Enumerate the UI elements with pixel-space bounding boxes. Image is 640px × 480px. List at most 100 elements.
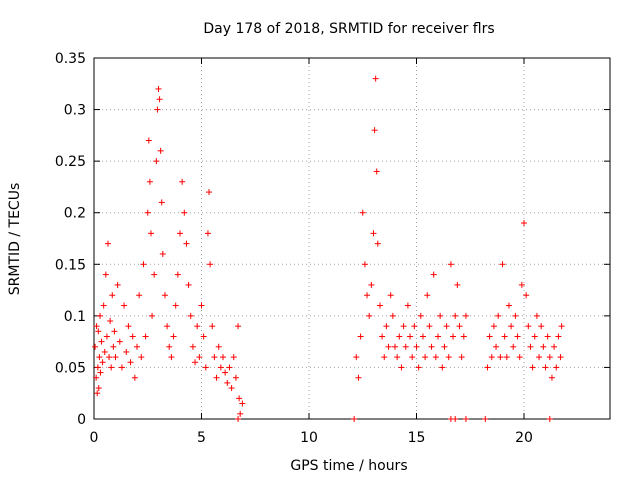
data-point bbox=[106, 354, 113, 361]
data-point bbox=[95, 328, 102, 335]
data-point bbox=[402, 343, 409, 350]
data-point bbox=[499, 261, 506, 268]
data-point bbox=[145, 137, 152, 144]
data-point bbox=[134, 343, 140, 350]
data-point bbox=[101, 348, 108, 355]
data-point bbox=[98, 338, 105, 345]
data-point bbox=[452, 312, 459, 319]
data-point bbox=[370, 230, 377, 237]
data-point bbox=[121, 302, 128, 309]
data-point bbox=[206, 189, 213, 196]
data-point bbox=[379, 333, 386, 340]
data-point bbox=[217, 364, 224, 371]
data-point bbox=[533, 312, 540, 319]
data-point bbox=[396, 333, 403, 340]
data-point bbox=[398, 364, 405, 371]
data-point bbox=[226, 364, 233, 371]
data-point bbox=[419, 333, 426, 340]
data-point bbox=[127, 359, 134, 366]
data-point bbox=[239, 400, 246, 407]
data-point bbox=[108, 364, 115, 371]
data-point bbox=[123, 348, 130, 355]
y-tick-label: 0.1 bbox=[64, 309, 86, 325]
data-point bbox=[374, 240, 381, 247]
data-point bbox=[187, 312, 194, 319]
data-point bbox=[93, 374, 100, 381]
data-point bbox=[138, 354, 145, 361]
data-point bbox=[462, 416, 469, 422]
data-point bbox=[548, 374, 555, 381]
data-point bbox=[458, 354, 465, 361]
data-point bbox=[411, 323, 418, 330]
data-point bbox=[170, 333, 177, 340]
data-point bbox=[546, 354, 553, 361]
data-point bbox=[385, 343, 392, 350]
data-point bbox=[404, 302, 411, 309]
data-point bbox=[168, 354, 175, 361]
data-point bbox=[202, 364, 209, 371]
x-tick-label: 10 bbox=[300, 430, 318, 446]
data-point bbox=[415, 364, 422, 371]
data-point bbox=[372, 75, 379, 82]
data-point bbox=[361, 261, 368, 268]
data-point bbox=[100, 302, 107, 309]
data-point bbox=[146, 178, 153, 185]
data-point bbox=[107, 318, 114, 325]
data-point bbox=[110, 343, 117, 350]
data-point bbox=[211, 354, 218, 361]
data-point bbox=[447, 261, 454, 268]
y-tick-label: 0.35 bbox=[55, 51, 86, 67]
data-point bbox=[357, 333, 364, 340]
data-point bbox=[392, 343, 398, 350]
y-axis-title: SRMTID / TECUs bbox=[7, 183, 23, 296]
data-point bbox=[493, 343, 500, 350]
data-point bbox=[215, 343, 222, 350]
data-point bbox=[189, 343, 196, 350]
data-point bbox=[194, 323, 201, 330]
data-point bbox=[422, 354, 429, 361]
data-point bbox=[544, 333, 551, 340]
data-point bbox=[435, 333, 441, 340]
data-point bbox=[154, 106, 161, 113]
data-points bbox=[92, 75, 565, 422]
data-point bbox=[172, 302, 179, 309]
data-point bbox=[236, 395, 243, 402]
data-point bbox=[151, 271, 158, 278]
x-tick-label: 0 bbox=[90, 430, 99, 446]
data-point bbox=[501, 333, 508, 340]
data-point bbox=[157, 147, 164, 154]
data-point bbox=[209, 323, 216, 330]
data-point bbox=[413, 343, 420, 350]
data-point bbox=[426, 323, 433, 330]
data-point bbox=[181, 209, 188, 216]
data-point bbox=[93, 323, 100, 330]
data-point bbox=[424, 292, 431, 299]
data-point bbox=[102, 271, 109, 278]
data-point bbox=[164, 323, 171, 330]
data-point bbox=[439, 364, 446, 371]
data-point bbox=[417, 312, 424, 319]
data-point bbox=[131, 374, 138, 381]
data-point bbox=[125, 323, 132, 330]
data-point bbox=[376, 302, 383, 309]
data-point bbox=[523, 292, 530, 299]
data-point bbox=[505, 302, 512, 309]
data-point bbox=[546, 416, 553, 422]
data-point bbox=[144, 209, 151, 216]
data-point bbox=[147, 230, 154, 237]
data-point bbox=[99, 359, 106, 366]
data-point bbox=[153, 158, 160, 165]
data-point bbox=[484, 364, 491, 371]
data-point bbox=[220, 354, 226, 361]
y-tick-label: 0.15 bbox=[55, 257, 86, 273]
data-point bbox=[430, 271, 437, 278]
data-point bbox=[213, 374, 220, 381]
data-point bbox=[179, 178, 186, 185]
data-point bbox=[185, 281, 192, 288]
data-point bbox=[161, 292, 168, 299]
data-point bbox=[437, 312, 444, 319]
data-point bbox=[371, 127, 378, 134]
x-tick-label: 20 bbox=[515, 430, 533, 446]
data-point bbox=[111, 328, 118, 335]
data-point bbox=[94, 364, 101, 371]
